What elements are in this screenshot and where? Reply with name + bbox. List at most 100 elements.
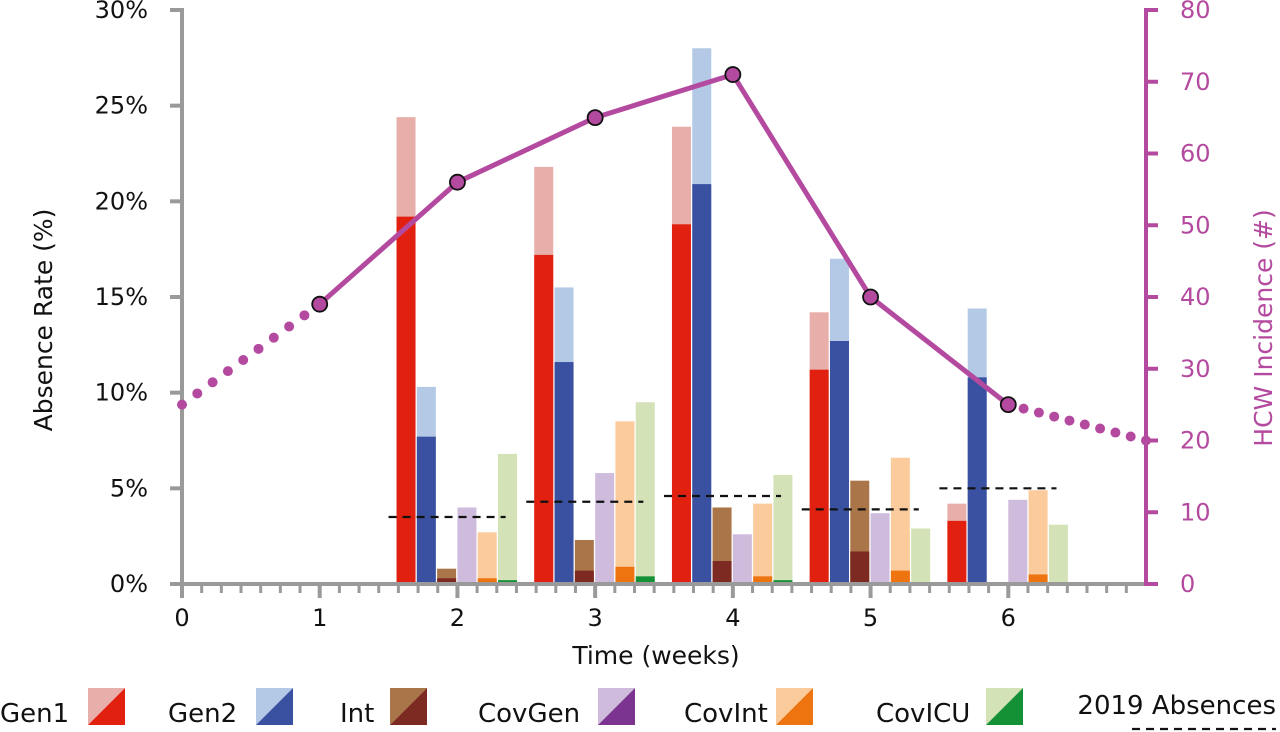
bar-gen2-inner [692, 184, 712, 584]
legend-label-int: Int [340, 699, 374, 729]
bar-covicu-inner [635, 576, 655, 584]
incidence-point [999, 396, 1017, 414]
incidence-dotted-left-dot [268, 332, 279, 343]
bar-covicu-total [773, 474, 793, 584]
y-tick-label: 0% [110, 570, 148, 598]
legend-label-covgen: CovGen [478, 699, 580, 729]
incidence-line-layer [177, 66, 1151, 446]
legend: Gen1 Gen2 Int CovGen CovInt CovICU 2019 Absenc… [0, 688, 1276, 731]
bar-int-inner [437, 578, 457, 584]
bar-covint-inner [615, 566, 635, 584]
incidence-dotted-left-dot [222, 366, 233, 377]
bar-covint-total [890, 457, 910, 584]
baseline-2019-layer [388, 487, 1057, 519]
x-tick-label: 5 [863, 604, 878, 632]
y2-tick-label: 0 [1180, 570, 1195, 598]
legend-swatch-covicu-dark [986, 688, 1023, 725]
bar-covgen-total [870, 513, 890, 584]
legend-label-2019-absences: 2019 Absences [1077, 691, 1276, 721]
labels-layer: Time (weeks) Absence Rate (%) HCW Incide… [29, 209, 1278, 670]
y2-tick-label: 40 [1180, 283, 1211, 311]
incidence-dotted-right-dot [1079, 419, 1090, 430]
incidence-dotted-left-dot [192, 388, 203, 399]
x-axis-title: Time (weeks) [571, 641, 739, 670]
bar-covgen-total [457, 507, 477, 584]
legend-swatch-gen1-dark [88, 688, 125, 725]
bar-covicu-total [911, 528, 931, 584]
y-tick-label: 5% [110, 474, 148, 502]
legend-label-covint: CovInt [684, 699, 768, 729]
bar-covgen-total [1008, 499, 1028, 584]
y-axis-title: Absence Rate (%) [29, 209, 58, 432]
incidence-line [318, 72, 1010, 407]
legend-label-covicu: CovICU [876, 699, 970, 729]
y2-tick-label: 80 [1180, 0, 1211, 24]
y2-tick-label: 10 [1180, 498, 1211, 526]
ticks-layer: 0% 5% 10% 15% 20% 25% 30% 0 10 20 30 40 50 60 70 80 0 1 2 3… [95, 0, 1211, 632]
incidence-point [724, 66, 742, 83]
bar-covint-total [753, 503, 773, 584]
x-tick-label: 4 [725, 604, 740, 632]
incidence-dotted-right-dot [1033, 407, 1044, 418]
incidence-dotted-left-dot [207, 377, 218, 388]
y-tick-label: 10% [95, 379, 148, 407]
y-tick-label: 25% [95, 92, 148, 120]
incidence-dotted-right-dot [1141, 435, 1151, 446]
incidence-dotted-right-dot [1049, 411, 1060, 422]
incidence-point [449, 173, 466, 191]
bar-gen1-inner [396, 216, 416, 584]
bar-covint-total [477, 532, 497, 584]
bar-gen2-inner [416, 436, 436, 584]
bar-covint-inner [1028, 574, 1048, 584]
y-tick-label: 30% [95, 0, 148, 24]
bar-gen1-inner [809, 369, 829, 584]
y-tick-label: 15% [95, 283, 148, 311]
y2-tick-label: 20 [1180, 427, 1211, 455]
legend-swatch-gen2-dark [256, 688, 293, 725]
bar-int-inner [712, 561, 732, 584]
incidence-dotted-left-dot [177, 399, 187, 410]
incidence-point [862, 288, 879, 306]
x-tick-label: 0 [174, 604, 189, 632]
bar-gen1-inner [671, 224, 691, 584]
bar-covicu-total [1048, 524, 1068, 584]
legend-label-gen2: Gen2 [168, 699, 237, 729]
bar-covicu-total [635, 402, 655, 584]
incidence-dotted-right-dot [1125, 431, 1136, 442]
x-tick-label: 6 [1001, 604, 1016, 632]
incidence-dotted-right-dot [1110, 427, 1121, 438]
bar-covint-inner [477, 578, 497, 584]
bar-int-inner [850, 551, 870, 584]
bar-gen2-inner [967, 377, 987, 584]
y2-axis-title: HCW Incidence (#) [1249, 209, 1278, 446]
bar-covint-inner [753, 576, 773, 584]
incidence-dotted-left-dot [238, 354, 249, 365]
incidence-point [586, 109, 604, 127]
incidence-dotted-left-dot [284, 321, 295, 332]
bar-gen2-inner [829, 341, 849, 584]
x-tick-label: 2 [450, 604, 465, 632]
incidence-dotted-right-dot [1064, 415, 1075, 426]
bar-covgen-total [732, 534, 752, 584]
legend-swatch-covint-dark [776, 688, 813, 725]
bar-gen1-inner [947, 520, 967, 584]
bar-covint-inner [890, 570, 910, 584]
y-tick-label: 20% [95, 187, 148, 215]
bar-covint-total [1028, 490, 1048, 584]
legend-label-gen1: Gen1 [0, 699, 69, 729]
y2-tick-label: 30 [1180, 355, 1211, 383]
bar-covgen-total [595, 473, 615, 584]
incidence-dotted-right-dot [1018, 403, 1029, 414]
incidence-dotted-left-dot [253, 343, 264, 354]
bar-gen2-inner [554, 362, 574, 584]
y2-tick-label: 50 [1180, 211, 1211, 239]
bar-covicu-total [498, 453, 518, 584]
x-tick-label: 1 [312, 604, 327, 632]
y2-tick-label: 70 [1180, 68, 1211, 96]
x-tick-label: 3 [588, 604, 603, 632]
bars-layer [396, 48, 1068, 585]
y2-tick-label: 60 [1180, 140, 1211, 168]
legend-swatch-covgen-dark [598, 688, 635, 725]
legend-swatch-int-dark [390, 688, 427, 725]
